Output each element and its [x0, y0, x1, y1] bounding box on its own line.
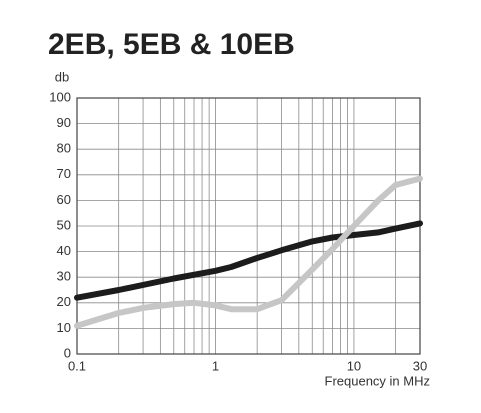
y-tick-label: 70 [57, 166, 71, 181]
y-tick-label: 20 [57, 294, 71, 309]
y-tick-label: 0 [64, 345, 71, 360]
x-tick-label: 1 [212, 358, 219, 373]
y-tick-label: 90 [57, 115, 71, 130]
y-axis-label: db [55, 69, 69, 84]
x-tick-label: 10 [347, 358, 361, 373]
x-tick-label: 30 [413, 358, 427, 373]
y-tick-label: 50 [57, 217, 71, 232]
x-axis-label: Frequency in MHz [325, 373, 430, 388]
y-tick-label: 40 [57, 243, 71, 258]
y-tick-label: 60 [57, 192, 71, 207]
data-line [74, 175, 423, 329]
y-tick-label: 80 [57, 141, 71, 156]
data-line [74, 220, 423, 301]
x-tick-label: 0.1 [68, 358, 86, 373]
y-tick-label: 10 [57, 320, 71, 335]
y-tick-label: 30 [57, 269, 71, 284]
y-tick-label: 100 [49, 89, 71, 104]
chart-title: 2EB, 5EB & 10EB [48, 28, 295, 61]
